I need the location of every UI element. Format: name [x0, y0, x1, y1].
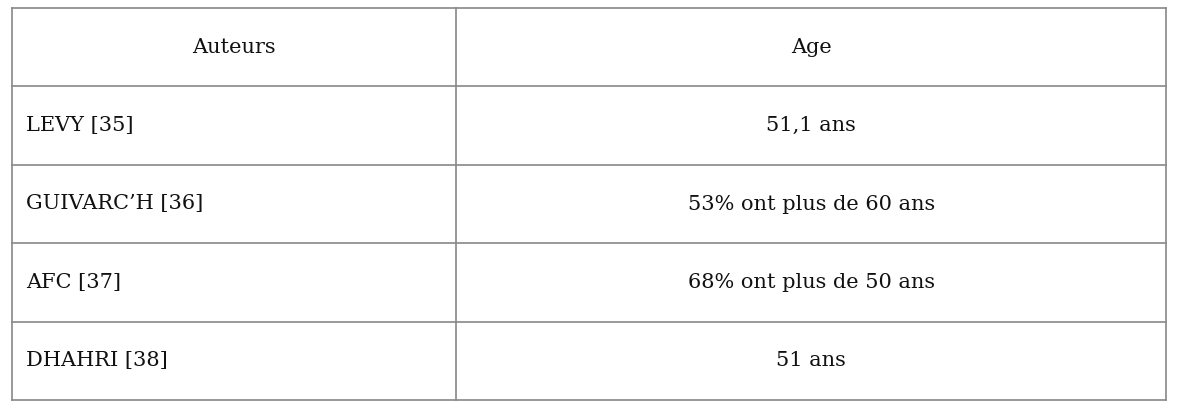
Text: 51,1 ans: 51,1 ans [767, 116, 856, 135]
Text: Age: Age [790, 38, 832, 57]
Text: 68% ont plus de 50 ans: 68% ont plus de 50 ans [688, 273, 935, 292]
Text: AFC [37]: AFC [37] [26, 273, 121, 292]
Text: 51 ans: 51 ans [776, 351, 846, 370]
Text: 53% ont plus de 60 ans: 53% ont plus de 60 ans [688, 195, 935, 213]
Text: Auteurs: Auteurs [192, 38, 276, 57]
Text: DHAHRI [38]: DHAHRI [38] [26, 351, 167, 370]
Text: GUIVARC’H [36]: GUIVARC’H [36] [26, 195, 203, 213]
Text: LEVY [35]: LEVY [35] [26, 116, 133, 135]
